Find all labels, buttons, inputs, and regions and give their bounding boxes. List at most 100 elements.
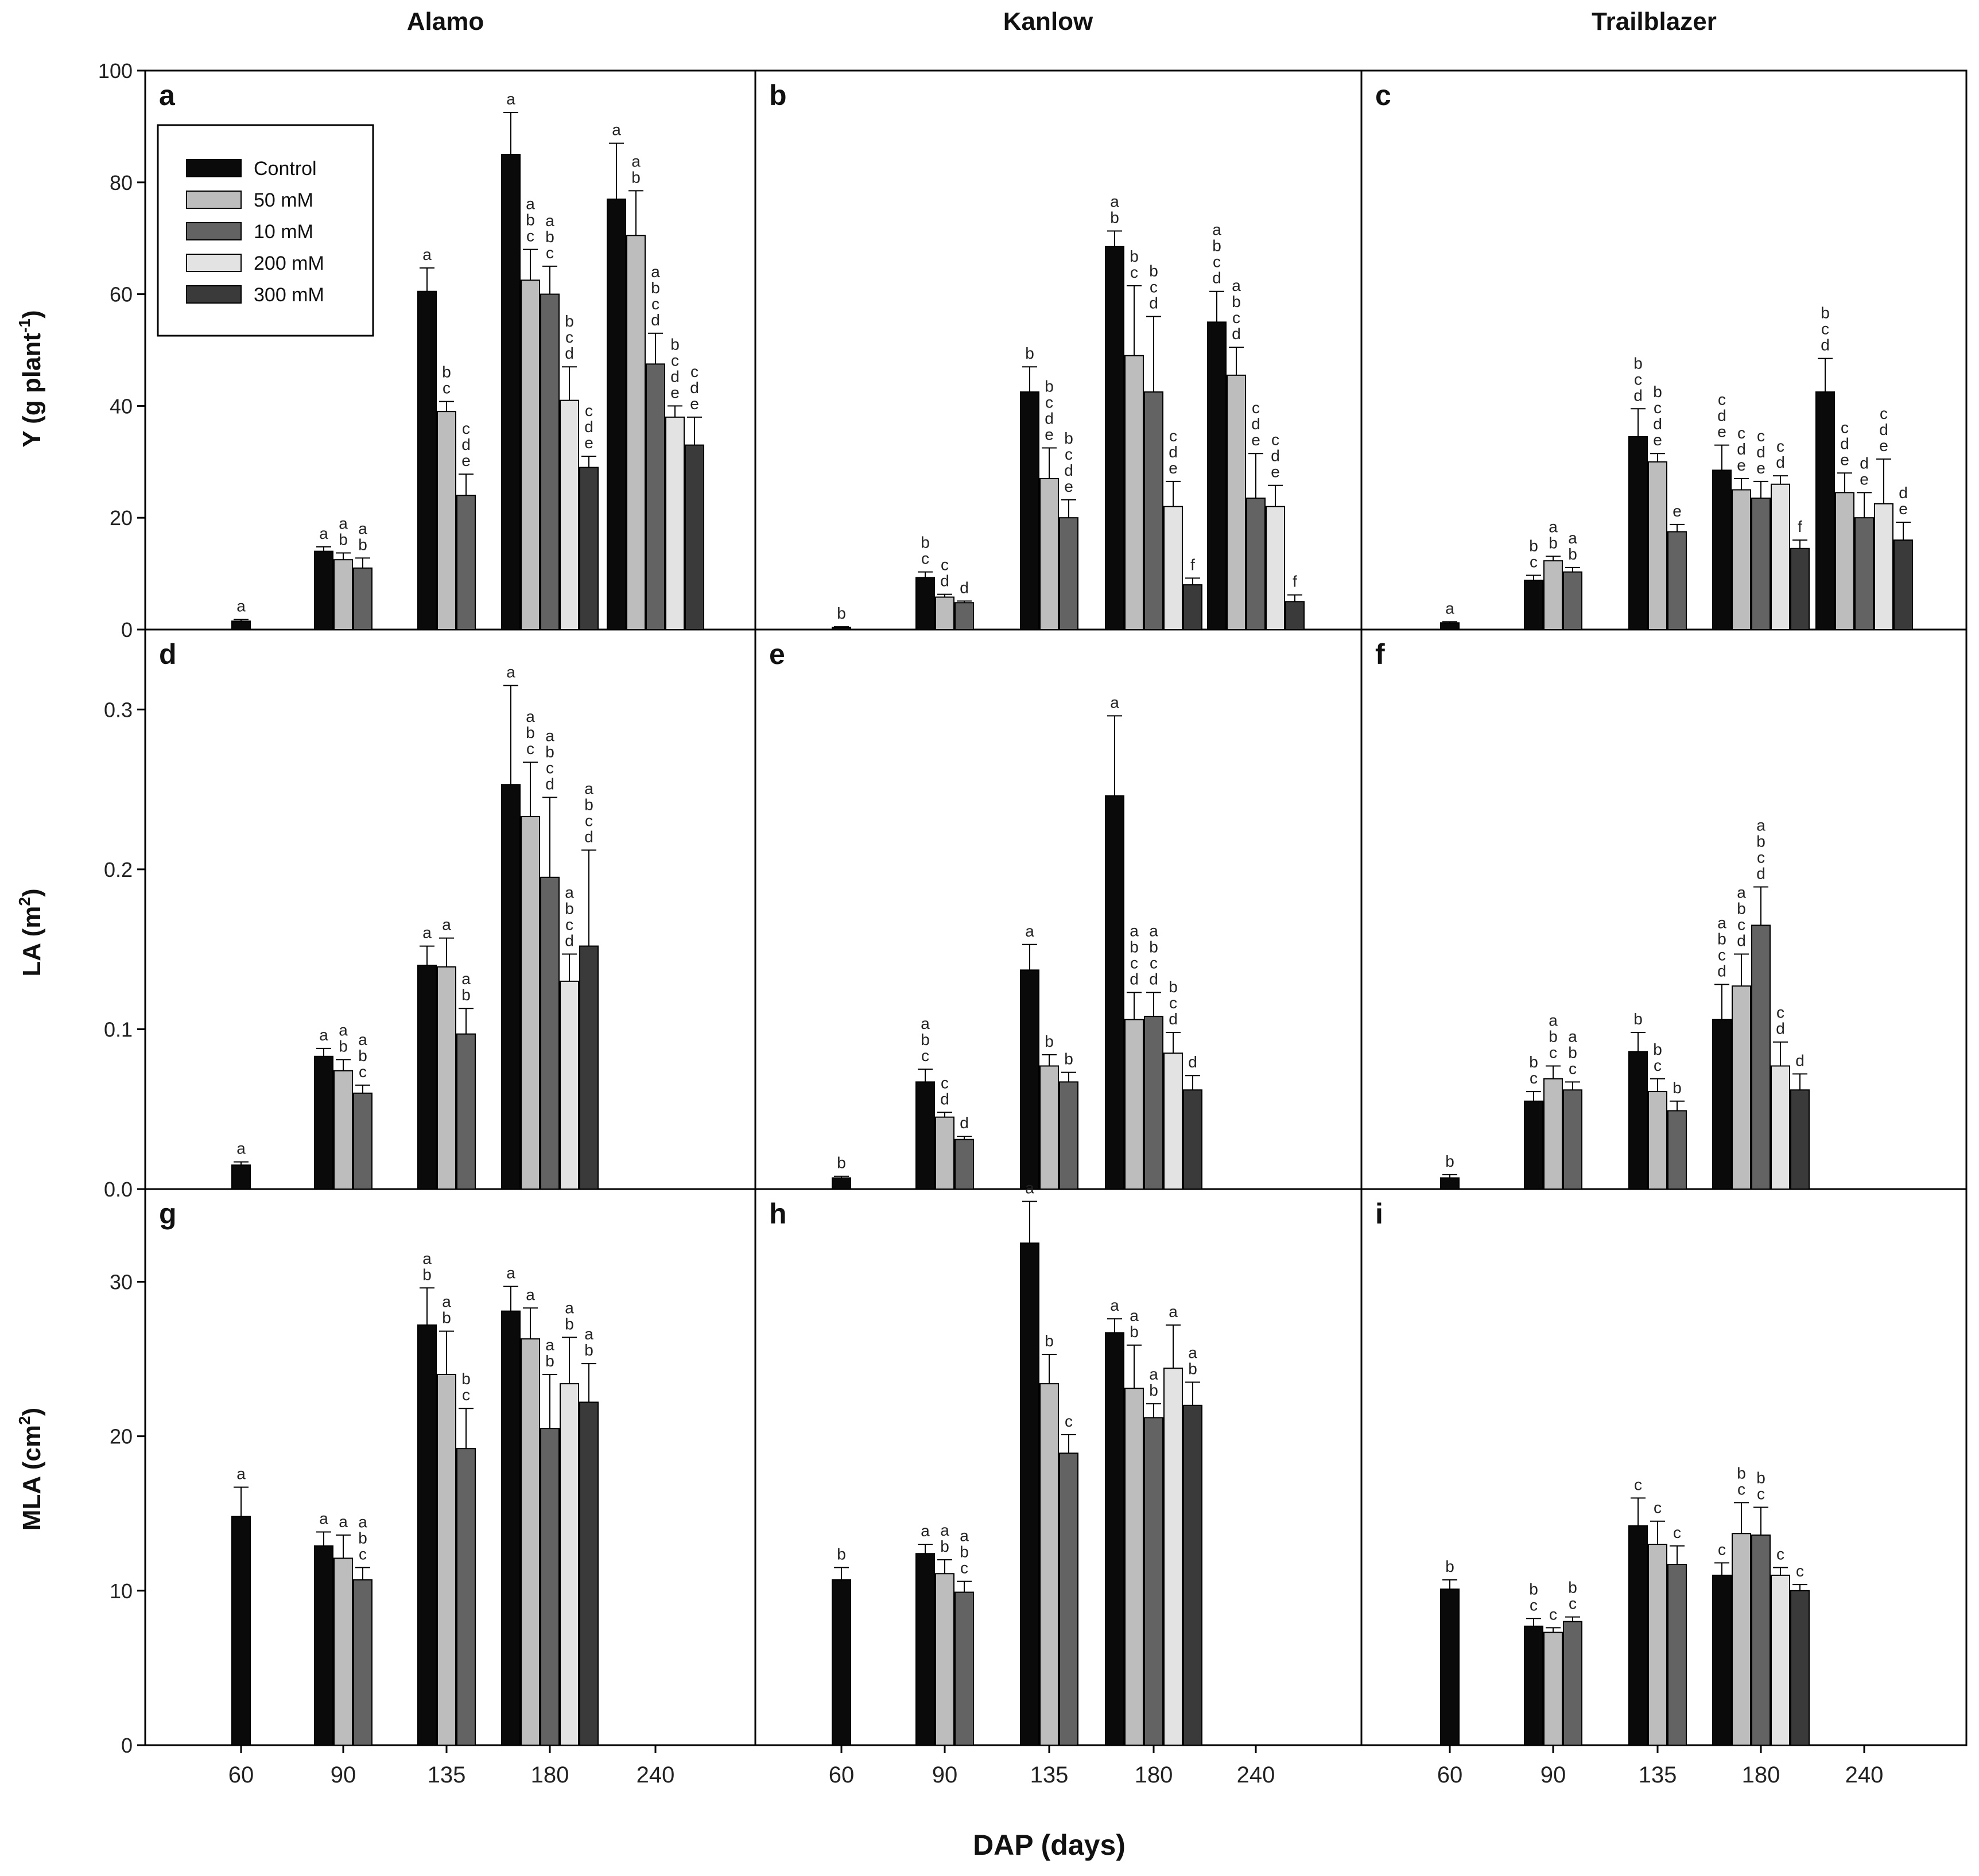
- bar-b-60-control: [832, 627, 851, 631]
- significance-letter: b: [1045, 1332, 1054, 1350]
- significance-letter: c: [1841, 418, 1849, 436]
- bar-g-180-10mm: [540, 1428, 560, 1746]
- bar-d-135-control: [417, 965, 437, 1190]
- significance-letter: a: [358, 1513, 367, 1531]
- significance-letter: c: [1150, 278, 1158, 296]
- bar-c-240-control: [1815, 391, 1835, 630]
- significance-letter: c: [462, 420, 470, 437]
- significance-letter: b: [1529, 537, 1538, 555]
- significance-letter: c: [1045, 393, 1053, 411]
- bar-g-135-50mm: [437, 1374, 456, 1746]
- significance-letter: a: [1445, 599, 1454, 617]
- significance-letter: e: [1045, 425, 1054, 443]
- bar-c-180-control: [1712, 469, 1732, 630]
- significance-letter: c: [1065, 1412, 1073, 1430]
- bar-a-135-control: [417, 290, 437, 631]
- significance-letter: a: [651, 263, 660, 281]
- significance-letter: d: [960, 578, 969, 596]
- significance-letter: a: [319, 1510, 328, 1528]
- significance-letter: b: [1756, 833, 1765, 850]
- significance-letter: c: [1213, 253, 1221, 271]
- significance-letter: d: [1130, 970, 1139, 988]
- significance-letter: a: [506, 663, 515, 681]
- bar-g-135-control: [417, 1324, 437, 1746]
- bar-i-180-200mm: [1771, 1574, 1790, 1746]
- significance-letter: c: [1530, 1596, 1538, 1614]
- y-axis-title-mean-leaf-area: MLA (cm2): [15, 1408, 46, 1531]
- bar-a-180-300mm: [579, 467, 599, 630]
- bar-a-60-control: [231, 620, 251, 631]
- significance-letter: d: [1064, 461, 1073, 479]
- significance-letter: c: [1796, 1562, 1804, 1580]
- significance-letter: c: [1130, 954, 1138, 972]
- significance-letter: a: [236, 1465, 246, 1482]
- significance-letter: b: [1064, 429, 1073, 447]
- x-tick-label: 90: [1540, 1762, 1566, 1788]
- x-tick-label: 60: [829, 1762, 855, 1788]
- bar-i-90-control: [1524, 1625, 1543, 1746]
- significance-letter: a: [612, 121, 621, 139]
- significance-letter: a: [1025, 1179, 1034, 1197]
- significance-letter: b: [1149, 938, 1158, 956]
- bar-c-240-50mm: [1835, 492, 1854, 630]
- panel-letter-h: h: [769, 1198, 787, 1230]
- legend-label: 50 mM: [254, 189, 313, 211]
- significance-letter: d: [690, 379, 699, 397]
- significance-letter: c: [1569, 1595, 1577, 1613]
- bar-f-90-10mm: [1563, 1089, 1582, 1190]
- significance-letter: c: [1654, 1057, 1662, 1074]
- significance-letter: b: [526, 724, 535, 741]
- bar-c-240-200mm: [1874, 503, 1893, 630]
- bar-c-90-control: [1524, 580, 1543, 631]
- bar-c-135-50mm: [1648, 461, 1667, 630]
- significance-letter: d: [1717, 407, 1726, 425]
- significance-letter: c: [960, 1559, 968, 1577]
- significance-letter: b: [1529, 1580, 1538, 1598]
- panel-letter-d: d: [159, 638, 177, 670]
- significance-letter: a: [1737, 884, 1746, 902]
- significance-letter: a: [422, 924, 432, 942]
- bar-b-180-200mm: [1163, 506, 1183, 630]
- bar-g-90-control: [314, 1545, 333, 1746]
- y-tick-label: 0.0: [104, 1178, 133, 1201]
- significance-letter: a: [631, 152, 641, 170]
- bar-b-135-50mm: [1039, 478, 1059, 631]
- bar-h-180-50mm: [1124, 1388, 1144, 1746]
- significance-letter: e: [1673, 502, 1682, 520]
- significance-letter: a: [1549, 1012, 1558, 1030]
- significance-letter: c: [1718, 946, 1726, 964]
- bar-a-90-control: [314, 550, 333, 631]
- significance-letter: d: [1271, 447, 1280, 465]
- bar-a-240-50mm: [626, 235, 646, 630]
- significance-letter: d: [940, 572, 949, 590]
- bar-h-180-10mm: [1144, 1417, 1163, 1746]
- significance-letter: d: [1149, 294, 1158, 312]
- column-title-kanlow: Kanlow: [1003, 7, 1093, 36]
- significance-letter: d: [1795, 1051, 1805, 1069]
- significance-letter: c: [1530, 1069, 1538, 1087]
- significance-letter: c: [1549, 1605, 1557, 1623]
- significance-letter: d: [545, 775, 554, 793]
- bar-b-180-300mm: [1183, 584, 1202, 631]
- y-tick-label: 0: [121, 1734, 133, 1757]
- significance-letter: b: [526, 211, 535, 229]
- significance-letter: e: [1251, 431, 1260, 449]
- significance-letter: c: [565, 328, 573, 346]
- significance-letter: a: [1025, 922, 1034, 940]
- significance-letter: a: [339, 1021, 348, 1039]
- significance-letter: a: [506, 1264, 515, 1282]
- significance-letter: d: [1840, 434, 1849, 452]
- significance-letter: d: [1776, 453, 1785, 471]
- significance-letter: a: [461, 970, 471, 988]
- significance-letter: b: [422, 1265, 432, 1283]
- significance-letter: b: [1821, 304, 1830, 322]
- significance-letter: c: [690, 363, 699, 380]
- significance-letter: f: [1190, 556, 1195, 573]
- significance-letter: b: [837, 604, 846, 622]
- x-tick-label: 240: [637, 1762, 675, 1788]
- significance-letter: d: [1717, 962, 1726, 980]
- significance-letter: a: [526, 1285, 535, 1303]
- significance-letter: c: [585, 811, 593, 829]
- significance-letter: c: [921, 1047, 929, 1065]
- significance-letter: b: [1025, 344, 1034, 362]
